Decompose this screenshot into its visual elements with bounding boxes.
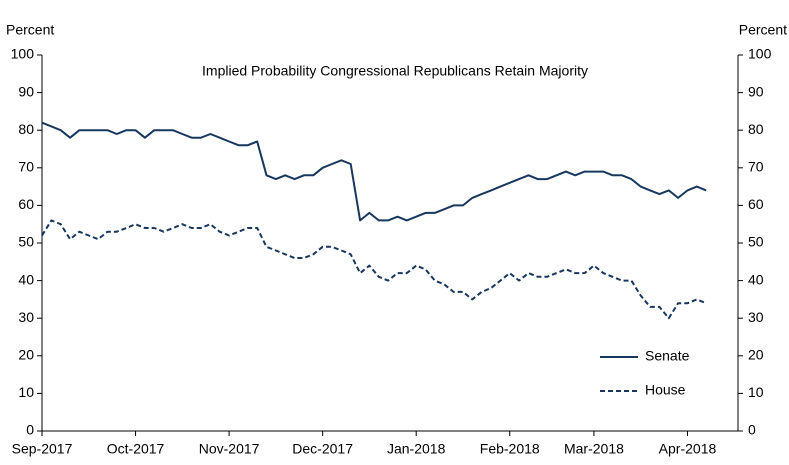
y-tick-label: 30	[18, 309, 34, 325]
y-tick-label: 100	[11, 46, 35, 62]
y2-tick-label: 20	[748, 347, 764, 363]
chart-title: Implied Probability Congressional Republ…	[202, 63, 588, 79]
y-tick-label: 50	[18, 234, 34, 250]
y-tick-label: 80	[18, 121, 34, 137]
y2-axis-label: Percent	[739, 22, 787, 38]
y2-tick-label: 60	[748, 196, 764, 212]
legend-label: Senate	[645, 348, 690, 364]
y-tick-label: 0	[26, 422, 34, 438]
y2-tick-label: 70	[748, 159, 764, 175]
x-tick-label: Dec-2017	[292, 441, 353, 457]
y-tick-label: 20	[18, 347, 34, 363]
y-tick-label: 10	[18, 384, 34, 400]
y-tick-label: 40	[18, 271, 34, 287]
y2-tick-label: 100	[748, 46, 772, 62]
y2-tick-label: 80	[748, 121, 764, 137]
y2-tick-label: 30	[748, 309, 764, 325]
line-series	[41, 121, 707, 222]
x-tick-label: Feb-2018	[480, 441, 540, 457]
y-tick-label: 90	[18, 83, 34, 99]
legend-label: House	[645, 382, 686, 398]
x-tick-label: Mar-2018	[564, 441, 624, 457]
x-tick-label: Sep-2017	[12, 441, 73, 457]
y2-tick-label: 0	[748, 422, 756, 438]
x-tick-label: Nov-2017	[199, 441, 260, 457]
line-series	[41, 219, 707, 320]
x-tick-label: Oct-2017	[107, 441, 165, 457]
y-axis-label: Percent	[6, 22, 54, 38]
y2-tick-label: 10	[748, 384, 764, 400]
y2-tick-label: 90	[748, 83, 764, 99]
x-tick-label: Apr-2018	[659, 441, 717, 457]
y2-tick-label: 40	[748, 271, 764, 287]
y-tick-label: 70	[18, 159, 34, 175]
y-tick-label: 60	[18, 196, 34, 212]
x-tick-label: Jan-2018	[387, 441, 446, 457]
y2-tick-label: 50	[748, 234, 764, 250]
